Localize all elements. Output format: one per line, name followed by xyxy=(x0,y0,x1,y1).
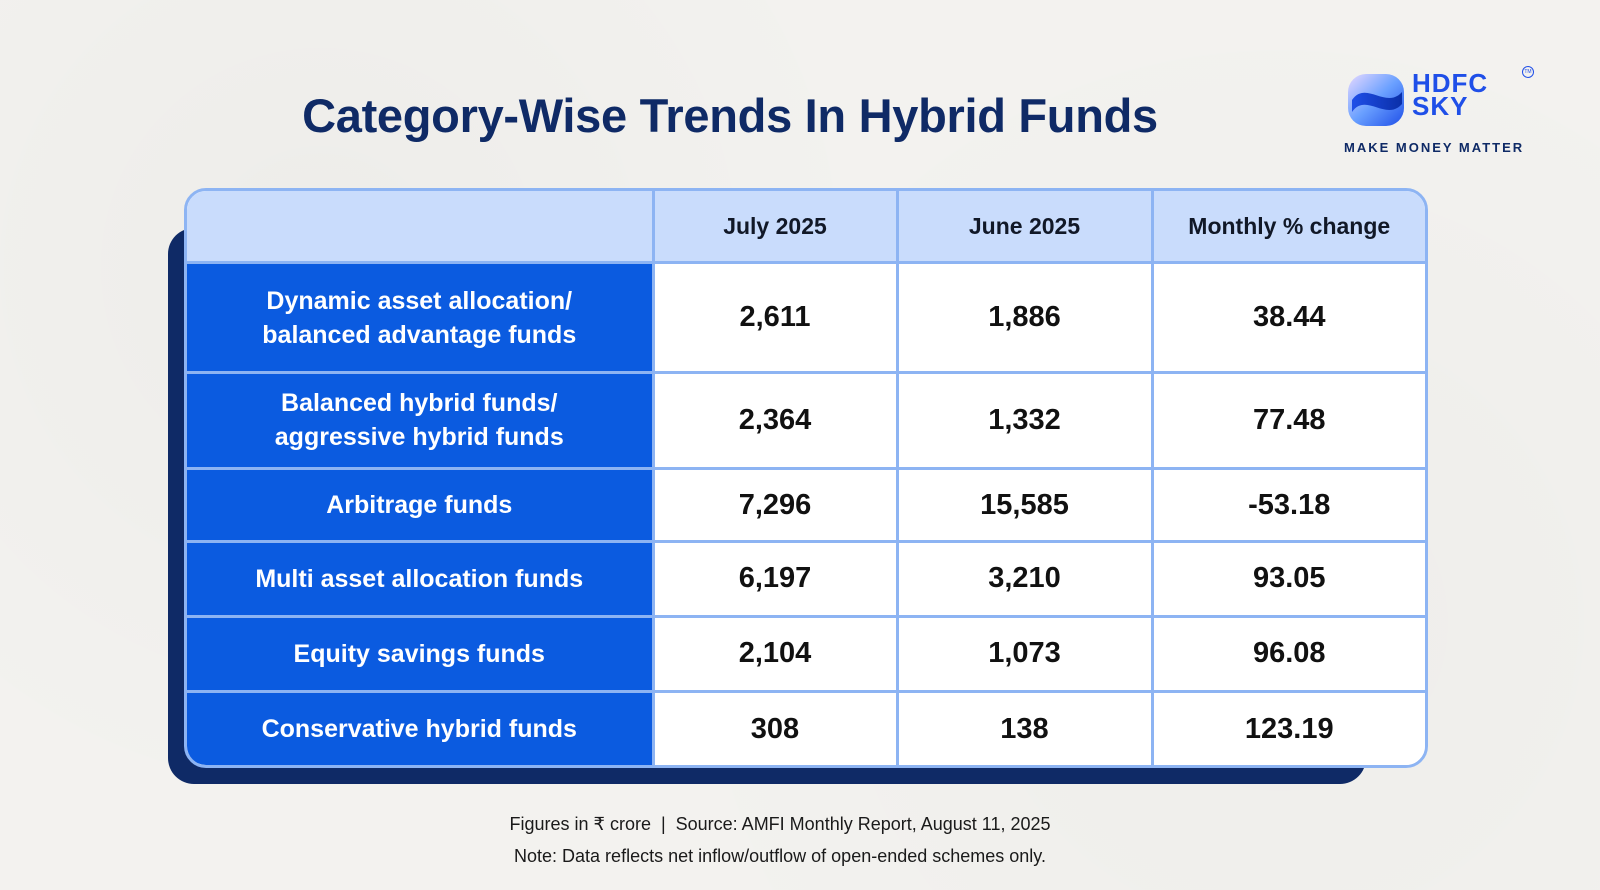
category-cell: Multi asset allocation funds xyxy=(187,540,655,618)
july-value-cell: 2,611 xyxy=(651,260,899,375)
change-value-cell: -53.18 xyxy=(1150,466,1425,544)
category-cell: Equity savings funds xyxy=(187,614,655,694)
table-row: Conservative hybrid funds 308 138 123.19 xyxy=(187,690,1425,765)
source-note: Figures in ₹ crore | Source: AMFI Monthl… xyxy=(509,814,1051,834)
july-value-cell: 2,364 xyxy=(651,371,899,470)
table-row: Dynamic asset allocation/ balanced advan… xyxy=(187,260,1425,375)
brand-tagline: MAKE MONEY MATTER xyxy=(1344,140,1525,155)
hybrid-funds-table: July 2025 June 2025 Monthly % change Dyn… xyxy=(184,188,1428,768)
table-row: Balanced hybrid funds/ aggressive hybrid… xyxy=(187,371,1425,470)
trademark-mark: TM xyxy=(1522,66,1534,78)
july-value-cell: 7,296 xyxy=(651,466,899,544)
category-cell: Arbitrage funds xyxy=(187,466,655,544)
table-row: Equity savings funds 2,104 1,073 96.08 xyxy=(187,614,1425,694)
july-value-cell: 308 xyxy=(651,690,899,765)
june-value-cell: 3,210 xyxy=(895,540,1154,618)
july-value-cell: 2,104 xyxy=(651,614,899,694)
june-value-cell: 138 xyxy=(895,690,1154,765)
page-title: Category-Wise Trends In Hybrid Funds xyxy=(302,89,1158,142)
header-july-2025: July 2025 xyxy=(651,191,899,264)
table-header-row: July 2025 June 2025 Monthly % change xyxy=(187,191,1425,264)
change-value-cell: 38.44 xyxy=(1150,260,1425,375)
footnotes: Figures in ₹ crore | Source: AMFI Monthl… xyxy=(300,808,1260,872)
category-cell: Balanced hybrid funds/ aggressive hybrid… xyxy=(187,371,655,470)
july-value-cell: 6,197 xyxy=(651,540,899,618)
june-value-cell: 1,886 xyxy=(895,260,1154,375)
june-value-cell: 1,073 xyxy=(895,614,1154,694)
change-value-cell: 93.05 xyxy=(1150,540,1425,618)
data-note: Note: Data reflects net inflow/outflow o… xyxy=(514,846,1046,866)
category-cell: Dynamic asset allocation/ balanced advan… xyxy=(187,260,655,375)
header-june-2025: June 2025 xyxy=(895,191,1154,264)
brand-name: HDFC SKY xyxy=(1412,68,1489,121)
table-row: Arbitrage funds 7,296 15,585 -53.18 xyxy=(187,466,1425,544)
table-row: Multi asset allocation funds 6,197 3,210… xyxy=(187,540,1425,618)
header-monthly-change: Monthly % change xyxy=(1150,191,1425,264)
brand-logo: HDFC SKY TM MAKE MONEY MATTER xyxy=(1340,66,1540,161)
june-value-cell: 1,332 xyxy=(895,371,1154,470)
june-value-cell: 15,585 xyxy=(895,466,1154,544)
header-blank-cell xyxy=(187,191,655,264)
category-cell: Conservative hybrid funds xyxy=(187,690,655,765)
change-value-cell: 77.48 xyxy=(1150,371,1425,470)
change-value-cell: 123.19 xyxy=(1150,690,1425,765)
hdfc-sky-logo-icon xyxy=(1348,74,1404,126)
change-value-cell: 96.08 xyxy=(1150,614,1425,694)
